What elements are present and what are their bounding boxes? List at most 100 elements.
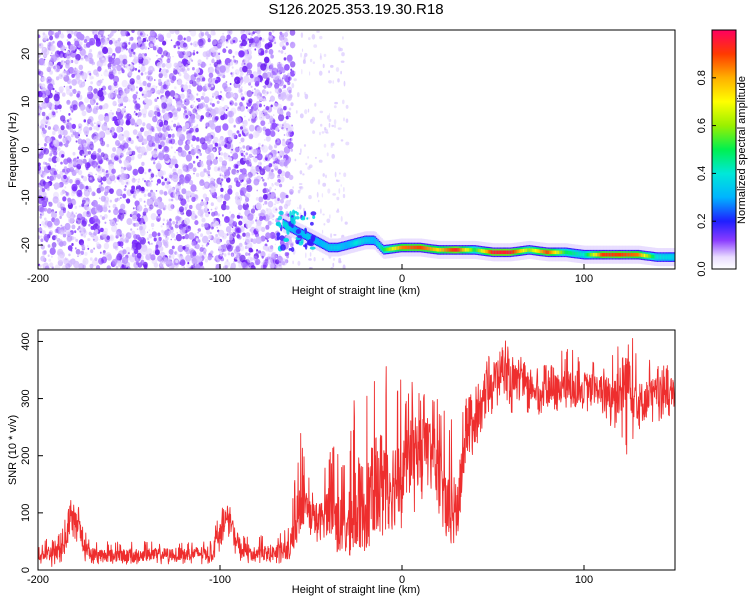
noise-speck: [109, 199, 113, 203]
noise-speck: [274, 188, 276, 191]
noise-speck: [186, 36, 192, 42]
ridge-core: [450, 248, 453, 252]
noise-speck: [314, 156, 317, 159]
ridge-blob: [278, 210, 284, 215]
ridge-core: [646, 254, 650, 258]
ridge-core: [375, 240, 379, 245]
noise-speck: [186, 67, 190, 71]
noise-speck: [130, 48, 134, 52]
noise-speck: [185, 64, 189, 68]
colorbar-ticks: 0.00.20.40.60.8: [696, 70, 716, 277]
noise-speck: [214, 90, 220, 97]
noise-speck: [200, 115, 204, 120]
noise-speck: [278, 49, 281, 53]
noise-speck: [46, 136, 52, 144]
noise-speck: [177, 36, 179, 39]
noise-speck: [146, 34, 149, 37]
noise-speck: [155, 91, 159, 94]
noise-speck: [264, 49, 268, 54]
noise-speck: [91, 191, 96, 197]
noise-speck: [190, 144, 194, 148]
noise-speck: [173, 44, 177, 49]
noise-speck: [112, 92, 117, 97]
noise-speck: [213, 148, 216, 152]
noise-speck: [328, 112, 330, 119]
noise-speck: [64, 142, 69, 148]
noise-speck: [334, 101, 338, 105]
noise-speck: [132, 175, 135, 179]
noise-speck: [250, 38, 253, 41]
noise-speck: [280, 198, 284, 204]
snr-series: [38, 338, 675, 567]
ridge-core: [457, 248, 460, 252]
noise-speck: [192, 67, 195, 71]
noise-speck: [166, 219, 169, 222]
noise-speck: [219, 229, 225, 237]
figure-title: S126.2025.353.19.30.R18: [268, 1, 443, 18]
noise-speck: [277, 179, 281, 183]
ridge-core: [371, 238, 375, 243]
noise-speck: [45, 116, 50, 120]
noise-speck: [338, 188, 341, 194]
noise-speck: [72, 89, 77, 94]
ridge-blob: [283, 238, 290, 242]
noise-speck: [260, 226, 266, 232]
noise-speck: [159, 189, 164, 195]
noise-speck: [225, 226, 232, 233]
ridge-core: [571, 251, 574, 255]
noise-speck: [230, 72, 233, 75]
noise-speck: [90, 81, 93, 85]
noise-speck: [305, 252, 307, 259]
noise-speck: [189, 195, 192, 198]
noise-speck: [66, 167, 71, 173]
noise-speck: [104, 221, 107, 224]
noise-speck: [82, 260, 87, 265]
noise-speck: [199, 171, 205, 178]
noise-speck: [42, 262, 49, 269]
noise-speck: [62, 209, 66, 214]
noise-speck: [278, 123, 283, 129]
noise-speck: [102, 90, 107, 96]
noise-speck: [156, 96, 159, 100]
noise-speck: [255, 202, 262, 210]
noise-speck: [259, 37, 263, 41]
noise-speck: [86, 210, 90, 215]
ridge-core: [307, 234, 311, 239]
noise-speck: [309, 71, 311, 76]
noise-speck: [277, 160, 280, 164]
noise-speck: [71, 224, 76, 230]
noise-speck: [52, 111, 56, 116]
noise-speck: [228, 157, 232, 162]
noise-speck: [191, 135, 197, 142]
noise-speck: [124, 185, 127, 188]
noise-speck: [332, 262, 335, 268]
noise-speck: [223, 253, 227, 257]
noise-speck: [284, 52, 286, 55]
noise-speck: [282, 91, 287, 97]
noise-speck: [120, 218, 123, 222]
noise-speck: [261, 143, 264, 147]
noise-speck: [173, 69, 178, 75]
noise-speck: [106, 235, 111, 240]
noise-speck: [228, 155, 231, 158]
noise-speck: [103, 103, 109, 109]
noise-speck: [256, 153, 263, 161]
ridge-core: [537, 249, 541, 253]
snr-y-label: SNR (10 * v/v): [7, 415, 19, 485]
noise-speck: [189, 57, 192, 61]
ridge-core: [584, 252, 587, 257]
noise-speck: [250, 36, 253, 39]
noise-speck: [239, 74, 242, 78]
noise-speck: [218, 150, 221, 154]
noise-speck: [269, 186, 272, 190]
ridge-core: [662, 255, 666, 259]
ridge-core: [332, 245, 335, 250]
noise-speck: [126, 252, 129, 255]
noise-speck: [101, 230, 108, 238]
noise-speck: [132, 93, 138, 100]
noise-speck: [226, 46, 228, 48]
noise-speck: [54, 104, 59, 110]
noise-speck: [170, 187, 175, 193]
